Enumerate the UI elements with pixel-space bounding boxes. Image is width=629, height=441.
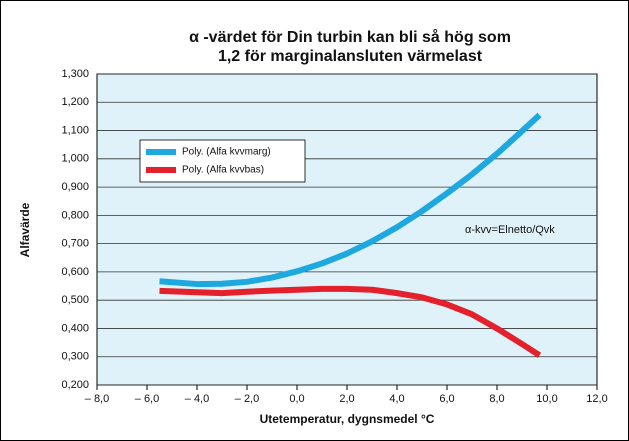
y-tick-label: 1,000: [61, 153, 89, 165]
chart-title: 1,2 för marginalansluten värmelast: [218, 48, 483, 65]
legend-swatch: [146, 149, 176, 155]
y-tick-label: 1,200: [61, 96, 89, 108]
x-tick-label: 4,0: [389, 393, 404, 405]
y-tick-label: 0,600: [61, 266, 89, 278]
legend-label: Poly. (Alfa kvvbas): [182, 165, 264, 176]
y-tick-label: 0,900: [61, 181, 89, 193]
x-tick-label: 0,0: [289, 393, 304, 405]
annotation: α-kvv=Elnetto/Qvk: [465, 224, 555, 236]
x-tick-label: 8,0: [489, 393, 504, 405]
chart-title: α -värdet för Din turbin kan bli så hög …: [189, 28, 511, 46]
y-tick-label: 0,300: [61, 351, 89, 363]
x-tick-label: – 8,0: [85, 393, 109, 405]
y-tick-label: 0,700: [61, 238, 89, 250]
y-tick-label: 0,800: [61, 209, 89, 221]
y-tick-label: 1,100: [61, 124, 89, 136]
x-axis-label: Utetemperatur, dygnsmedel °C: [260, 412, 435, 426]
legend-box: [139, 139, 306, 183]
line-series: [159, 112, 542, 288]
x-tick-label: – 6,0: [135, 393, 159, 405]
y-tick-label: 0,400: [61, 322, 89, 334]
x-tick-label: 6,0: [439, 393, 454, 405]
y-tick-label: 0,200: [61, 379, 89, 391]
x-tick-label: – 2,0: [235, 393, 259, 405]
x-tick-label: 12,0: [586, 393, 607, 405]
legend-label: Poly. (Alfa kvvmarg): [182, 147, 271, 158]
legend-swatch: [146, 167, 176, 173]
y-axis-label: Alfavärde: [18, 202, 32, 257]
x-tick-label: – 4,0: [185, 393, 209, 405]
line-series: [159, 285, 542, 358]
x-tick-label: 2,0: [339, 393, 354, 405]
x-tick-label: 10,0: [536, 393, 557, 405]
plot-area: [96, 73, 598, 386]
y-tick-label: 1,300: [61, 68, 89, 80]
y-tick-label: 0,500: [61, 294, 89, 306]
